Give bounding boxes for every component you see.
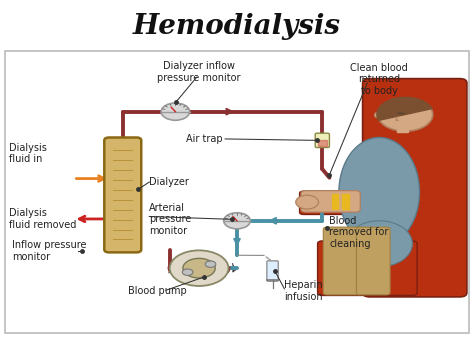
Text: Dialyzer: Dialyzer — [149, 177, 189, 187]
Text: dreamstime.com: dreamstime.com — [39, 344, 103, 353]
Text: Blood pump: Blood pump — [128, 286, 187, 296]
FancyBboxPatch shape — [104, 137, 141, 252]
FancyBboxPatch shape — [301, 191, 360, 212]
Bar — [318, 140, 327, 145]
Circle shape — [205, 261, 216, 267]
Circle shape — [296, 195, 319, 209]
Text: Heparin
infusion: Heparin infusion — [284, 280, 323, 302]
Text: Air trap: Air trap — [186, 134, 223, 144]
FancyBboxPatch shape — [323, 227, 362, 295]
Ellipse shape — [374, 112, 381, 118]
Text: ID 112020706   Serdar Corbac: ID 112020706 Serdar Corbac — [275, 346, 370, 351]
Text: Dialyzer inflow
pressure monitor: Dialyzer inflow pressure monitor — [157, 61, 241, 83]
Text: Clean blood
returned
to body: Clean blood returned to body — [350, 63, 408, 96]
Circle shape — [182, 269, 193, 275]
FancyBboxPatch shape — [356, 227, 390, 295]
Bar — [397, 124, 408, 132]
Wedge shape — [377, 97, 432, 120]
Text: Dialysis
fluid in: Dialysis fluid in — [9, 143, 47, 164]
Circle shape — [224, 213, 250, 229]
Text: Hemodialysis: Hemodialysis — [133, 13, 341, 40]
Text: Arterial
pressure
monitor: Arterial pressure monitor — [149, 203, 191, 236]
FancyBboxPatch shape — [300, 191, 381, 214]
Circle shape — [161, 103, 190, 120]
FancyBboxPatch shape — [318, 241, 417, 295]
FancyBboxPatch shape — [315, 133, 329, 148]
Circle shape — [183, 258, 215, 278]
FancyBboxPatch shape — [267, 261, 278, 281]
Bar — [342, 194, 349, 209]
Text: Inflow pressure
monitor: Inflow pressure monitor — [12, 240, 86, 262]
Text: Blood
removed for
cleaning: Blood removed for cleaning — [329, 216, 389, 249]
FancyBboxPatch shape — [363, 79, 467, 297]
Bar — [332, 194, 338, 209]
Ellipse shape — [346, 221, 412, 267]
Text: Dialysis
fluid removed: Dialysis fluid removed — [9, 208, 77, 230]
Circle shape — [170, 250, 228, 286]
Circle shape — [378, 98, 433, 131]
Ellipse shape — [339, 137, 419, 247]
